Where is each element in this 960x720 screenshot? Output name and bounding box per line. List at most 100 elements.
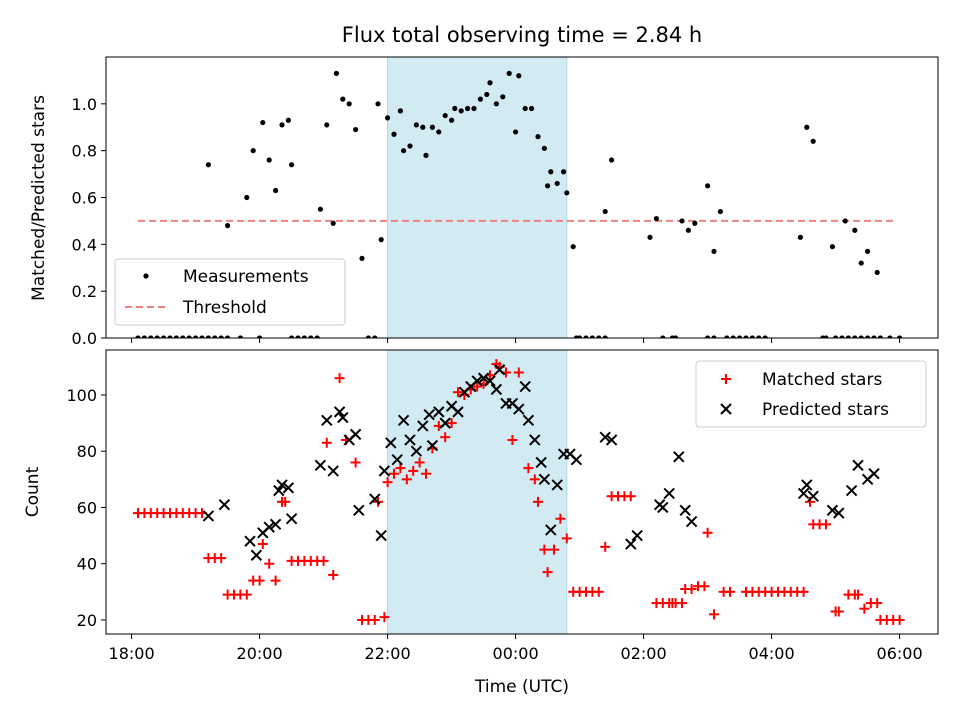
predicted-point: [337, 411, 349, 424]
predicted-point: [852, 459, 864, 471]
predicted-point: [535, 456, 547, 469]
bottom-x-tick-label: 02:00: [621, 644, 667, 663]
legend-threshold-label: Threshold: [182, 298, 267, 318]
matched-point: [523, 463, 534, 474]
matched-point: [472, 381, 483, 392]
measurement-point: [829, 244, 836, 250]
measurement-point: [516, 73, 522, 79]
matched-point: [270, 575, 281, 586]
predicted-point: [423, 408, 435, 421]
measurement-point: [564, 190, 570, 196]
measurement-point: [897, 335, 903, 338]
measurements-series: [135, 70, 903, 338]
measurement-point: [673, 335, 679, 338]
bottom-panel: 20 40 60 80 100 18:00 20:00 22:00 00:00 02:00 04:0…: [66, 349, 939, 663]
measurement-point: [391, 131, 397, 137]
measurement-point: [493, 101, 499, 107]
bottom-x-tick-label: 06:00: [877, 644, 923, 663]
measurement-point: [685, 227, 692, 233]
measurement-point: [804, 124, 810, 130]
matched-point: [539, 544, 550, 555]
predicted-point: [218, 498, 231, 511]
measurement-point: [260, 119, 266, 126]
predicted-point: [404, 434, 416, 446]
predicted-point: [276, 479, 288, 491]
bottom-x-tick-label: 18:00: [109, 644, 155, 663]
predicted-point: [513, 403, 525, 415]
predicted-point: [490, 383, 503, 396]
top-y-tick-label: 0.6: [72, 189, 97, 208]
matched-point: [561, 533, 572, 544]
legend-bottom: Matched stars Predicted stars: [695, 360, 927, 428]
predicted-point: [545, 524, 557, 536]
predicted-point: [797, 487, 810, 500]
matched-point: [529, 474, 540, 485]
matched-point: [625, 491, 636, 502]
measurement-point: [865, 335, 871, 338]
top-y-tick-label: 1.0: [72, 95, 97, 114]
measurement-point: [385, 115, 391, 121]
predicted-point: [663, 487, 675, 500]
measurement-point: [295, 335, 301, 338]
measurement-point: [858, 335, 864, 338]
predicted-point: [679, 504, 691, 516]
measurement-point: [842, 218, 848, 224]
legend-matched-marker: [721, 374, 731, 384]
measurement-point: [749, 335, 755, 338]
measurement-point: [465, 105, 471, 112]
measurement-point: [877, 335, 883, 338]
predicted-point: [282, 482, 295, 494]
matched-point: [600, 541, 611, 552]
top-y-tick-label: 0.8: [72, 142, 97, 161]
measurement-point: [570, 244, 576, 250]
matched-point: [264, 558, 275, 569]
predicted-point: [314, 459, 327, 471]
predicted-point: [426, 439, 439, 452]
predicted-point: [452, 406, 464, 418]
matched-point: [414, 457, 425, 468]
measurement-point: [180, 335, 186, 338]
measurement-point: [660, 335, 666, 338]
measurement-point: [317, 206, 323, 212]
legend-bottom-box: [695, 360, 927, 428]
measurement-point: [874, 269, 880, 276]
measurement-point: [167, 335, 173, 338]
predicted-point: [321, 414, 333, 427]
predicted-point: [439, 417, 451, 429]
measurement-point: [647, 234, 653, 240]
predicted-point: [349, 428, 362, 441]
matched-point: [686, 584, 697, 595]
measurement-point: [193, 335, 199, 338]
matched-point: [833, 606, 844, 617]
measurement-point: [484, 91, 490, 98]
matched-point: [254, 575, 265, 586]
measurement-point: [717, 208, 724, 215]
measurement-point: [237, 335, 243, 338]
measurement-point: [205, 162, 211, 168]
measurement-point: [330, 220, 336, 226]
predicted-point: [807, 490, 819, 502]
measurement-point: [845, 335, 851, 338]
measurement-point: [554, 180, 560, 187]
predicted-point: [327, 465, 339, 477]
predicted-point: [273, 484, 285, 497]
top-y-tick-label: 0.0: [72, 329, 97, 348]
measurement-point: [711, 335, 717, 338]
legend-predicted-glyph: [720, 403, 732, 415]
bottom-x-tick-label: 00:00: [493, 644, 539, 663]
predicted-point: [244, 535, 256, 547]
matched-point: [389, 468, 399, 479]
top-y-tick-label: 0.2: [72, 282, 97, 301]
matched-point: [513, 367, 524, 378]
measurement-point: [561, 169, 567, 175]
matched-point: [798, 586, 809, 597]
measurement-point: [333, 70, 339, 76]
measurement-point: [301, 335, 307, 338]
predicted-point: [333, 406, 346, 418]
predicted-point: [801, 479, 813, 491]
bottom-y-tick-label: 80: [77, 442, 97, 461]
predicted-point: [538, 473, 551, 486]
measurement-point: [266, 157, 272, 163]
measurement-point: [407, 143, 413, 149]
measurement-point: [833, 335, 839, 338]
